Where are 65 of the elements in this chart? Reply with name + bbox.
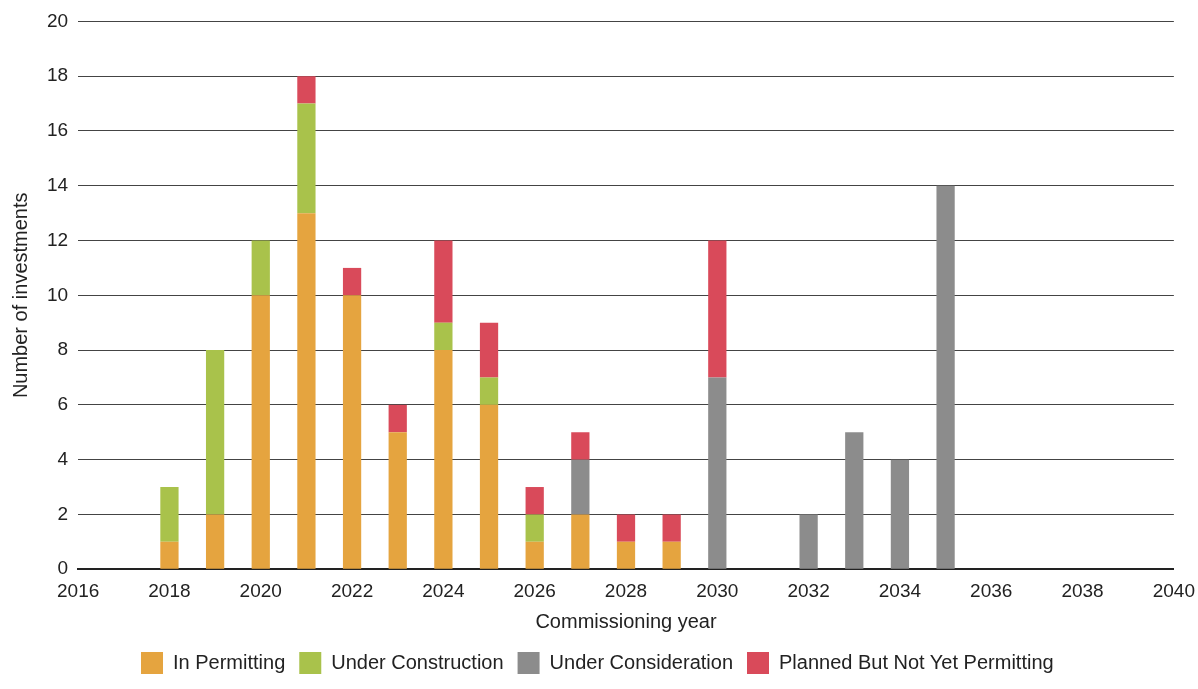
bar — [845, 432, 864, 569]
bar — [251, 295, 270, 569]
bar — [479, 404, 499, 569]
bar — [616, 514, 636, 542]
x-tick-label: 2018 — [148, 579, 191, 601]
bar — [297, 103, 316, 214]
bar — [342, 295, 362, 569]
y-tick-label: 10 — [46, 283, 69, 305]
y-tick-label: 8 — [57, 338, 69, 360]
y-tick-label: 18 — [46, 64, 69, 86]
legend-label: In Permitting — [173, 650, 286, 673]
y-tick-label: 14 — [46, 173, 69, 195]
x-tick-label: 2030 — [696, 579, 739, 601]
bar — [799, 514, 818, 569]
x-tick-label: 2022 — [330, 579, 374, 601]
x-tick-label: 2028 — [604, 579, 648, 601]
y-tick-label: 6 — [57, 393, 69, 415]
x-tick-label: 2020 — [239, 579, 282, 601]
y-tick-label: 12 — [46, 228, 69, 250]
x-tick-label: 2032 — [787, 579, 830, 601]
x-tick-label: 2036 — [970, 579, 1013, 601]
bar — [434, 240, 453, 323]
bar — [251, 240, 270, 296]
bar — [434, 350, 453, 569]
x-tick-label: 2040 — [1152, 579, 1196, 601]
bar — [525, 514, 544, 542]
bar — [205, 350, 225, 515]
bar — [890, 459, 910, 569]
bar — [708, 240, 727, 378]
bar — [160, 487, 179, 542]
x-tick-label: 2026 — [513, 579, 556, 601]
bar — [479, 322, 499, 378]
x-tick-label: 2034 — [878, 579, 922, 601]
y-tick-label: 4 — [57, 447, 69, 469]
x-axis-title: Commissioning year — [535, 609, 717, 632]
legend-label: Under Consideration — [549, 650, 734, 673]
bar — [662, 541, 681, 569]
bar — [297, 213, 316, 569]
bar — [297, 76, 316, 104]
y-tick-label: 0 — [57, 557, 69, 579]
bar — [525, 487, 544, 515]
bar — [571, 432, 590, 460]
bar — [342, 267, 362, 296]
bar — [525, 541, 544, 569]
x-tick-label: 2016 — [56, 579, 100, 601]
bar — [388, 404, 407, 433]
bar — [708, 377, 727, 569]
y-tick-label: 2 — [57, 502, 69, 524]
x-tick-label: 2038 — [1061, 579, 1104, 601]
legend-label: Under Construction — [331, 650, 504, 673]
legend-label: Planned But Not Yet Permitting — [779, 650, 1054, 673]
y-tick-label: 20 — [46, 9, 69, 31]
bar — [434, 322, 453, 351]
bar — [616, 541, 636, 569]
y-axis-title: Number of investments — [8, 192, 31, 399]
x-tick-label: 2024 — [422, 579, 465, 601]
y-tick-label: 16 — [46, 119, 69, 141]
bar — [205, 514, 225, 569]
bar — [662, 514, 681, 542]
bar — [571, 459, 590, 515]
bar — [571, 514, 590, 569]
bar — [479, 377, 499, 405]
bar — [160, 541, 179, 569]
bar — [936, 185, 955, 569]
bar — [388, 432, 407, 569]
